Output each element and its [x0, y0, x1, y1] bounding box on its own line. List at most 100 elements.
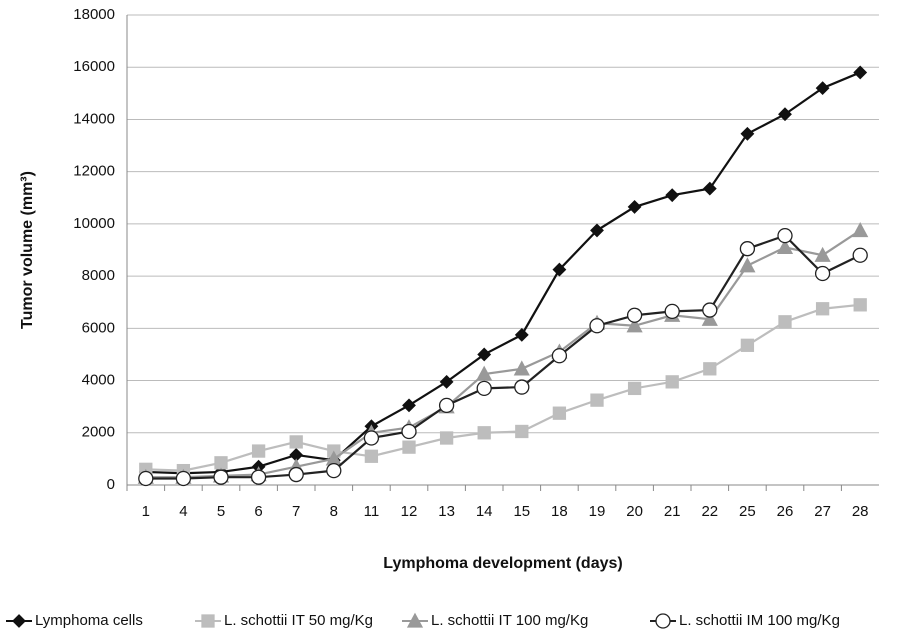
- data-point: [740, 338, 755, 352]
- data-point: [476, 365, 493, 381]
- data-point: [589, 318, 605, 334]
- data-point: [515, 424, 529, 439]
- legend-label: L. schottii IT 100 mg/Kg: [431, 612, 588, 629]
- data-point: [739, 241, 756, 257]
- data-point: [401, 423, 417, 440]
- data-point: [439, 374, 454, 389]
- x-tick-label: 8: [330, 503, 338, 520]
- x-tick-label: 26: [777, 503, 794, 520]
- data-point: [776, 239, 794, 255]
- data-point: [513, 360, 530, 376]
- data-point: [476, 380, 492, 397]
- data-point: [814, 246, 831, 262]
- x-tick-label: 21: [664, 503, 681, 520]
- data-point: [439, 431, 454, 445]
- data-point: [814, 265, 831, 282]
- data-point: [664, 303, 680, 320]
- data-point: [288, 466, 304, 483]
- legend-label: Lymphoma cells: [35, 612, 143, 629]
- data-point: [590, 393, 604, 407]
- data-point: [626, 317, 643, 333]
- y-tick-label: 16000: [73, 58, 115, 75]
- data-point: [627, 199, 642, 214]
- y-tick-label: 10000: [73, 215, 115, 232]
- x-tick-label: 18: [551, 503, 568, 520]
- x-tick-label: 1: [142, 503, 150, 520]
- data-point: [251, 444, 266, 458]
- data-point: [852, 222, 869, 238]
- x-tick-label: 11: [364, 503, 380, 520]
- x-tick-label: 27: [814, 503, 831, 520]
- x-tick-label: 14: [476, 503, 493, 520]
- data-point: [853, 65, 868, 80]
- data-point: [665, 375, 679, 389]
- data-point: [138, 470, 154, 487]
- x-tick-label: 5: [217, 503, 225, 520]
- data-point: [514, 327, 529, 342]
- data-point: [590, 223, 604, 238]
- data-point: [703, 362, 717, 376]
- y-tick-label: 12000: [73, 163, 115, 180]
- data-point: [702, 302, 718, 318]
- x-tick-label: 12: [401, 503, 418, 520]
- x-tick-label: 22: [701, 503, 718, 520]
- data-point: [665, 188, 680, 203]
- data-point: [214, 456, 228, 470]
- data-point: [815, 81, 830, 96]
- x-tick-label: 15: [513, 503, 530, 520]
- data-point: [815, 302, 830, 316]
- legend-marker: [655, 613, 671, 629]
- y-tick-label: 6000: [82, 319, 115, 336]
- data-point: [778, 107, 792, 122]
- x-tick-label: 28: [852, 503, 869, 520]
- x-tick-label: 20: [626, 503, 643, 520]
- data-point: [402, 440, 416, 454]
- data-point: [702, 181, 717, 196]
- data-point: [777, 227, 793, 244]
- legend-marker: [201, 614, 215, 628]
- legend-label: L. schottii IM 100 mg/Kg: [679, 612, 840, 629]
- data-point: [551, 348, 568, 364]
- y-tick-label: 4000: [82, 372, 115, 389]
- data-point: [326, 462, 342, 479]
- y-tick-label: 2000: [82, 424, 115, 441]
- series-line: [145, 71, 861, 475]
- y-tick-label: 8000: [82, 267, 115, 284]
- legend-marker: [406, 612, 424, 628]
- data-point: [289, 435, 303, 449]
- data-point: [402, 398, 416, 413]
- data-point: [552, 406, 567, 420]
- x-tick-label: 4: [179, 503, 187, 520]
- data-point: [552, 262, 567, 277]
- data-point: [213, 469, 229, 485]
- data-point: [364, 449, 379, 463]
- x-tick-label: 25: [739, 503, 756, 520]
- y-tick-label: 14000: [73, 110, 115, 127]
- x-tick-label: 6: [254, 503, 262, 520]
- data-point: [739, 257, 756, 273]
- data-point: [477, 426, 491, 440]
- data-point: [626, 307, 643, 323]
- data-point: [438, 397, 455, 414]
- data-point: [853, 298, 867, 312]
- data-point: [778, 315, 792, 329]
- y-axis-title: Tumor volume (mm³): [19, 171, 36, 329]
- data-point: [363, 430, 380, 446]
- y-tick-label: 0: [107, 476, 115, 493]
- data-point: [477, 347, 492, 362]
- data-point: [701, 310, 718, 326]
- x-tick-label: 13: [438, 503, 455, 520]
- y-tick-label: 18000: [73, 6, 115, 23]
- data-point: [250, 469, 267, 485]
- legend-label: L. schottii IT 50 mg/Kg: [224, 612, 373, 629]
- legend-marker: [12, 614, 26, 628]
- x-axis-title: Lymphoma development (days): [383, 555, 622, 572]
- x-tick-label: 7: [292, 503, 300, 520]
- data-point: [627, 381, 642, 396]
- x-tick-label: 19: [589, 503, 606, 520]
- data-point: [852, 247, 868, 263]
- data-point: [740, 126, 755, 141]
- series-line: [145, 229, 861, 479]
- data-point: [514, 379, 530, 395]
